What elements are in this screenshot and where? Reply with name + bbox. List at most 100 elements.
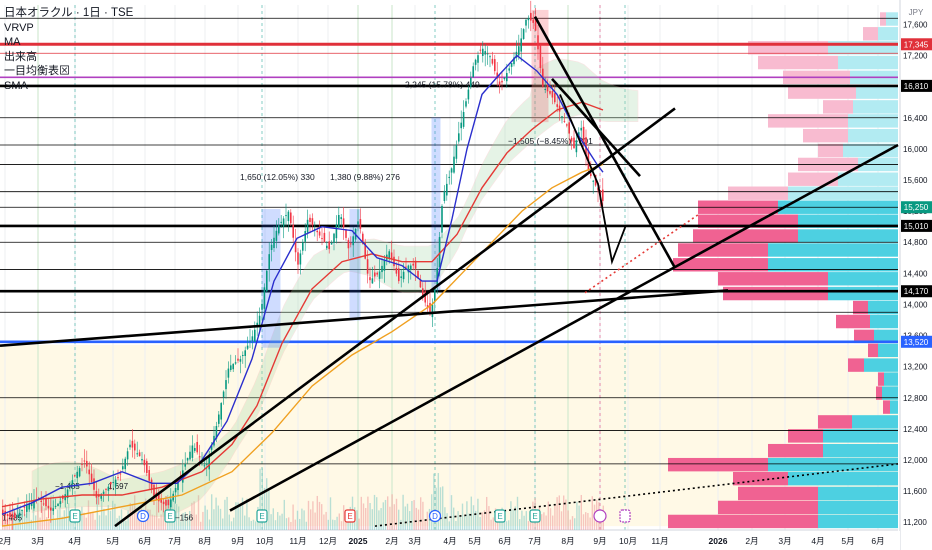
event-marker-label: E	[347, 512, 352, 521]
volume-bar	[420, 497, 422, 530]
volume-bar	[558, 495, 560, 530]
volume-bar	[470, 496, 472, 530]
volume-profile-down-bar	[718, 272, 828, 286]
time-tick-label: 4月	[811, 536, 824, 546]
measurement-box[interactable]	[261, 209, 281, 348]
trend-line[interactable]	[0, 289, 729, 347]
split-marker-icon	[593, 509, 607, 523]
price-tick-label: 17,600	[903, 20, 928, 29]
legend-item-ichimoku[interactable]: 一目均衡表⊠	[4, 64, 133, 79]
trend-line[interactable]	[114, 107, 676, 528]
legend-item-vrvp[interactable]: VRVP	[4, 21, 34, 34]
candle-body	[532, 19, 534, 23]
candle-body	[458, 133, 460, 142]
candle-body	[191, 445, 194, 458]
red-dotted-trend-line[interactable]	[584, 212, 701, 294]
volume-profile-up-bar	[882, 386, 898, 400]
trend-line[interactable]	[229, 143, 899, 512]
volume-profile-down-bar	[733, 471, 788, 486]
price-badge-label: 17,345	[904, 40, 929, 49]
trend-line[interactable]	[533, 16, 677, 269]
volume-bar	[378, 510, 380, 530]
candle-body	[282, 218, 285, 227]
candle-body	[206, 463, 208, 465]
trend-line[interactable]	[551, 78, 641, 177]
candle-body	[388, 251, 390, 259]
volume-bar	[536, 521, 538, 530]
trend-lines[interactable]	[0, 16, 899, 528]
candle-body	[359, 219, 362, 229]
candle-body	[551, 90, 554, 98]
candle-body	[340, 217, 342, 220]
horizontal-levels[interactable]	[0, 17, 898, 465]
volume-profile-down-bar	[863, 27, 878, 41]
price-badge	[901, 79, 932, 92]
volume-bar	[296, 510, 299, 530]
candle-body	[350, 243, 352, 245]
time-tick-label: 5月	[841, 536, 854, 546]
candle-body	[515, 51, 518, 58]
time-tick-label: 2月	[745, 536, 758, 546]
volume-profile-up-bar	[823, 443, 898, 458]
candle-body	[496, 72, 498, 79]
legend-item-sma[interactable]: SMA	[4, 79, 28, 92]
candle-body	[136, 453, 138, 455]
volume-bar	[325, 511, 327, 530]
volume-bar	[415, 507, 417, 530]
volume-bar	[162, 500, 164, 530]
volume-bar	[248, 517, 250, 530]
time-tick-label: 11月	[289, 536, 306, 546]
legend-item-volume[interactable]: 出来高	[4, 50, 37, 63]
time-tick-label: 6月	[498, 536, 511, 546]
candle-body	[323, 232, 326, 243]
volume-bar	[574, 518, 576, 530]
volume-bar	[277, 512, 279, 530]
volume-bar	[329, 497, 332, 530]
volume-bar	[358, 518, 360, 530]
volume-bar	[442, 486, 444, 530]
candle-body	[165, 500, 167, 506]
volume-bar	[435, 487, 437, 530]
candle-body	[2, 509, 4, 515]
candle-body	[107, 486, 110, 491]
candle-body	[47, 505, 50, 509]
volume-bar	[50, 495, 52, 530]
volume-bar	[334, 520, 336, 530]
dividend-marker	[136, 509, 150, 523]
time-tick-label: 12月	[319, 536, 337, 546]
volume-bar	[490, 519, 492, 530]
candle-body	[261, 303, 263, 310]
candle-body	[369, 277, 371, 281]
candle-body	[102, 491, 105, 494]
projection-path[interactable]	[559, 94, 627, 266]
candle-body	[194, 448, 196, 451]
candle-body	[304, 231, 306, 242]
ichimoku-cloud	[31, 58, 639, 518]
hidden-toggle-icon[interactable]: ⊠	[59, 65, 70, 77]
volume-bar	[274, 520, 277, 530]
measurement-box[interactable]	[349, 209, 361, 321]
volume-bar	[129, 502, 131, 530]
volume-bar	[83, 512, 85, 530]
candle-body	[506, 73, 508, 82]
volume-bar	[475, 510, 477, 530]
volume-bar	[193, 501, 195, 530]
candle-body	[275, 230, 278, 241]
candle-body	[112, 481, 114, 483]
volume-bar	[279, 515, 281, 530]
moving-averages	[1, 54, 604, 527]
volume-bar	[263, 487, 266, 530]
legend-item-ma[interactable]: MA	[4, 36, 21, 48]
candle-body	[318, 231, 321, 236]
volume-bar	[268, 490, 270, 530]
volume-bar	[373, 494, 376, 530]
candle-body	[338, 215, 340, 228]
time-tick-label: 5月	[468, 536, 481, 546]
volume-profile-up-bar	[818, 514, 898, 529]
volume-bar	[59, 495, 61, 530]
candle-body	[534, 18, 537, 31]
volume-profile-down-bar	[718, 500, 818, 515]
measurement-box[interactable]	[431, 117, 441, 291]
candle-body	[141, 459, 143, 461]
